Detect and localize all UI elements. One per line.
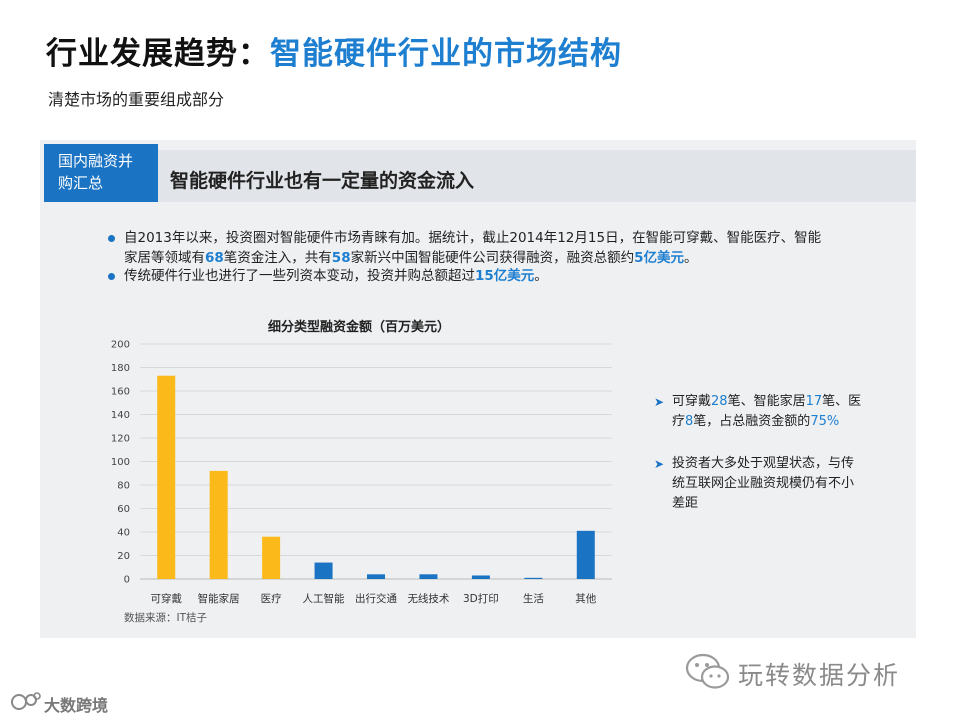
page-subtitle: 清楚市场的重要组成部分 <box>48 90 225 109</box>
text-segment: 疗 <box>672 414 686 429</box>
bullet-traditional: 传统硬件行业也进行了一些列资本变动，投资并购总额超过15亿美元。 <box>108 266 894 286</box>
side-note-share-line1: 可穿戴28笔、智能家居17笔、医 <box>672 392 892 412</box>
x-tick-label: 生活 <box>523 592 544 605</box>
bar <box>262 536 281 579</box>
chart-bars <box>157 375 595 579</box>
bullet-dot <box>108 235 115 242</box>
x-tick-label: 医疗 <box>261 592 282 605</box>
x-tick-label: 3D打印 <box>463 592 499 605</box>
brand-logo-text: 大数跨境 <box>44 696 109 715</box>
side-note-investors: ➤ 投资者大多处于观望状态，与传 统互联网企业融资规模仍有不小 差距 <box>654 454 892 514</box>
bullet-funding: 自2013年以来，投资圈对智能硬件市场青睐有加。据统计，截止2014年12月15… <box>108 228 894 268</box>
bar <box>419 574 438 579</box>
section-tag-line1: 国内融资并 <box>58 152 134 170</box>
wechat-icon <box>685 653 730 689</box>
page-title-main: 智能硬件行业的市场结构 <box>270 36 622 72</box>
y-tick-label: 140 <box>111 410 130 421</box>
highlight-ma-amount: 15亿美元 <box>475 268 535 284</box>
chart-title: 细分类型融资金额（百万美元） <box>268 320 451 335</box>
wechat-account-name: 玩转数据分析 <box>738 661 901 690</box>
side-note-share-line2: 疗8笔，占总融资金额的75% <box>672 412 892 432</box>
value-share-percent: 75% <box>810 414 840 429</box>
x-tick-label: 无线技术 <box>407 592 449 605</box>
arrow-right-icon: ➤ <box>654 457 665 471</box>
highlight-count-companies: 58 <box>331 250 351 266</box>
bullet-funding-line2: 家居等领域有68笔资金注入，共有58家新兴中国智能硬件公司获得融资，融资总额约5… <box>124 248 894 268</box>
x-tick-label: 人工智能 <box>303 592 345 605</box>
y-tick-label: 60 <box>117 504 130 515</box>
y-tick-label: 80 <box>117 481 130 492</box>
heading-band <box>158 150 916 202</box>
y-tick-label: 100 <box>111 457 130 468</box>
y-tick-label: 180 <box>111 363 130 374</box>
y-tick-label: 0 <box>124 575 130 586</box>
value-wearable: 28 <box>711 394 728 409</box>
highlight-count-deals: 68 <box>205 250 224 266</box>
section-tag-line2: 购汇总 <box>58 174 104 192</box>
brand-logo-icon <box>11 692 41 710</box>
side-note-investors-line1: 投资者大多处于观望状态，与传 <box>672 456 855 471</box>
value-smart-home: 17 <box>805 394 823 409</box>
text-segment: 可穿戴 <box>672 394 712 409</box>
y-tick-label: 40 <box>117 528 130 539</box>
text-segment: 家居等领域有 <box>124 250 205 266</box>
page-title-prefix: 行业发展趋势： <box>46 36 270 72</box>
section-tag: 国内融资并 购汇总 <box>44 144 158 202</box>
y-tick-label: 20 <box>117 551 130 562</box>
panel-heading: 智能硬件行业也有一定量的资金流入 <box>170 170 475 192</box>
text-segment: 传统硬件行业也进行了一些列资本变动，投资并购总额超过 <box>124 268 475 284</box>
text-segment: 笔资金注入，共有 <box>223 250 332 266</box>
bullet-dot <box>108 273 115 280</box>
x-tick-label: 智能家居 <box>198 592 240 605</box>
side-note-investors-line2: 统互联网企业融资规模仍有不小 <box>672 476 855 491</box>
y-tick-label: 120 <box>111 434 130 445</box>
x-axis-ticks: 可穿戴 智能家居 医疗 人工智能 出行交通 无线技术 3D打印 生活 其他 <box>150 592 596 605</box>
text-segment: 笔，占总融资金额的 <box>693 414 811 429</box>
x-tick-label: 出行交通 <box>355 592 397 605</box>
y-tick-label: 160 <box>111 387 130 398</box>
text-segment: 笔、智能家居 <box>727 394 806 409</box>
bar <box>367 574 385 579</box>
side-note-share: ➤ 可穿戴28笔、智能家居17笔、医 疗8笔，占总融资金额的75% <box>654 392 892 432</box>
y-tick-label: 200 <box>111 340 130 351</box>
data-source: 数据来源：IT桔子 <box>124 612 208 624</box>
text-segment: 家新兴中国智能硬件公司获得融资，融资总额约 <box>350 250 635 266</box>
text-segment: 。 <box>534 268 548 284</box>
bar <box>471 575 490 579</box>
y-axis-ticks: 0 20 40 60 80 100 120 140 160 180 200 <box>111 340 130 586</box>
text-segment: 笔、医 <box>822 394 862 409</box>
bar <box>314 562 333 579</box>
text-segment: 。 <box>684 250 698 266</box>
x-tick-label: 其他 <box>575 592 596 605</box>
page-title: 行业发展趋势：智能硬件行业的市场结构 <box>46 28 622 73</box>
side-note-investors-line3: 差距 <box>672 496 699 511</box>
x-tick-label: 可穿戴 <box>150 592 182 605</box>
bar <box>209 470 228 579</box>
value-medical: 8 <box>685 414 694 429</box>
arrow-right-icon: ➤ <box>654 395 665 409</box>
bar <box>576 530 595 579</box>
bar <box>157 375 176 579</box>
highlight-total-amount: 5亿美元 <box>634 250 684 266</box>
bullet-funding-line1: 自2013年以来，投资圈对智能硬件市场青睐有加。据统计，截止2014年12月15… <box>124 230 822 246</box>
bar <box>524 577 543 579</box>
